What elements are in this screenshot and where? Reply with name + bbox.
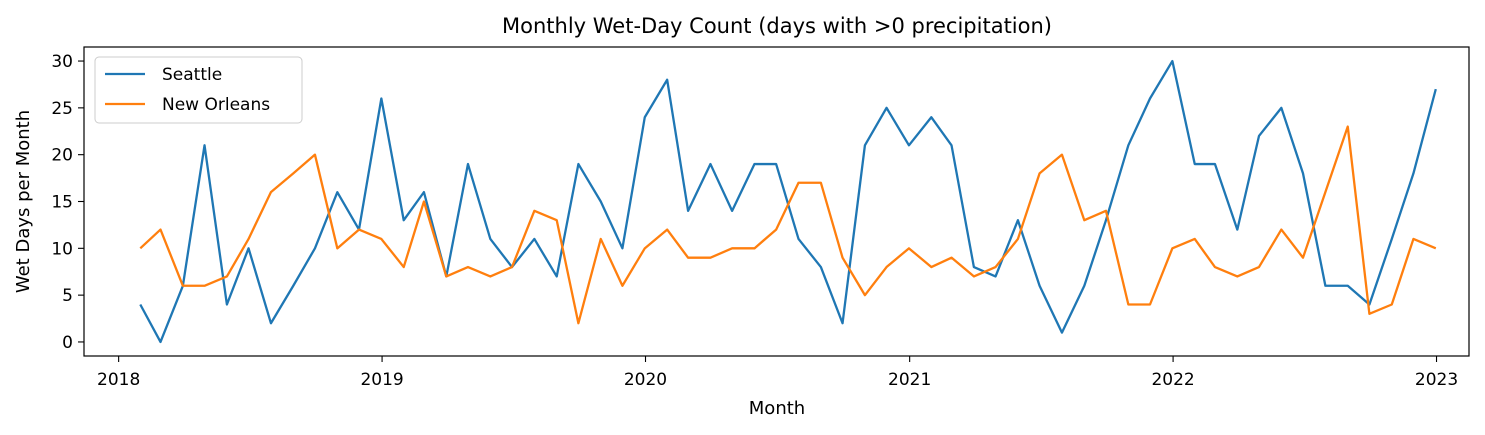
- x-tick-label: 2018: [97, 370, 140, 390]
- legend: Seattle New Orleans: [94, 56, 303, 124]
- y-tick-label: 15: [51, 193, 73, 213]
- x-tick-label: 2022: [1151, 370, 1194, 390]
- legend-box: [94, 56, 303, 124]
- y-tick-label: 20: [51, 146, 73, 166]
- x-tick-label: 2023: [1415, 370, 1458, 390]
- y-tick-label: 10: [51, 239, 73, 259]
- chart-title: Monthly Wet-Day Count (days with >0 prec…: [502, 14, 1052, 38]
- plot-area: [139, 59, 1437, 344]
- y-axis-title: Wet Days per Month: [13, 110, 34, 293]
- x-axis-title: Month: [749, 398, 805, 419]
- series-line-seattle: [139, 59, 1437, 344]
- legend-label: Seattle: [162, 65, 222, 85]
- x-tick-label: 2019: [360, 370, 403, 390]
- y-tick-label: 5: [62, 286, 73, 306]
- y-tick-label: 25: [51, 99, 73, 119]
- y-tick-label: 30: [51, 52, 73, 72]
- y-tick-label: 0: [62, 333, 73, 353]
- legend-label: New Orleans: [162, 95, 270, 115]
- x-tick-label: 2020: [624, 370, 667, 390]
- series-line-new-orleans: [139, 125, 1437, 325]
- x-tick-label: 2021: [888, 370, 931, 390]
